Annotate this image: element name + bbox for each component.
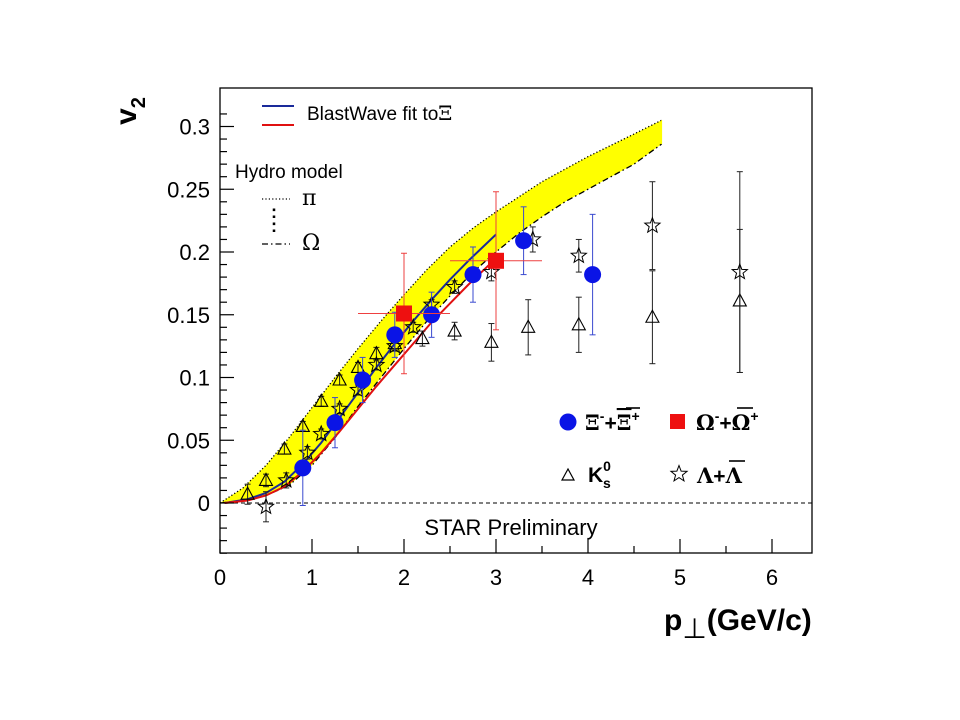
ks-point-2 [276,440,292,455]
legend-hydro-omega-symbol: Ω [302,231,320,256]
lambda-point-10 [445,277,464,295]
legend-omega-label: Ω-+Ω+ [696,408,759,435]
legend-blastwave-label: BlastWave fit toΞ [307,101,452,125]
legend-ks-marker [560,467,576,481]
legend-lambda-marker [669,464,689,483]
ks-point-12 [520,319,536,333]
x-axis-title: p⊥(GeV/c) [664,604,812,644]
plot-frame [219,87,813,554]
lambda-point-13 [569,246,588,264]
xi-point-0 [294,459,312,477]
xi-point-1 [326,414,344,432]
hydro-band-fill [220,120,662,503]
y-tick-label-0.3: 0.3 [179,115,210,140]
ks-point-6 [350,359,366,374]
xi-point-3 [386,326,404,344]
lambda-point-8 [404,317,423,335]
legend-hydro-label: Hydro model [235,162,343,183]
x-tick-label-2: 2 [398,565,410,590]
xi-point-6 [515,232,533,250]
lambda-point-11 [482,262,501,280]
x-tick-label-6: 6 [766,565,778,590]
y-tick-label-0: 0 [198,491,210,516]
ks-point-0 [240,486,256,500]
omega-point-0 [396,305,412,322]
ks-point-4 [313,393,329,407]
ks-point-13 [571,316,587,331]
legend-top: BlastWave fit toΞ Hydro model π : : Ω [235,101,452,256]
x-tick-label-4: 4 [582,565,594,590]
y-tick-label-0.2: 0.2 [179,240,210,265]
x-tick-label-5: 5 [674,565,686,590]
ks-point-14 [644,309,660,323]
ks-point-5 [332,371,348,386]
ks-point-9 [414,330,430,345]
axes-layer: 0 1 2 3 4 5 6 0 0.05 0.1 0.15 0.2 0.25 0.3 [167,87,813,590]
y-tick-label-0.15: 0.15 [167,303,210,328]
ks-point-10 [447,322,463,337]
lambda-point-1 [277,471,296,489]
x-tick-label-3: 3 [490,565,502,590]
y-tick-label-0.25: 0.25 [167,177,210,202]
legend-ks-label: K0 s [588,458,611,491]
lambda-point-2 [298,443,317,461]
omega-point-1 [488,252,504,269]
legend-xi-label: Ξ-+Ξ+ [585,408,640,435]
lambda-point-15 [730,262,749,280]
ks-point-7 [368,345,384,360]
y-tick-label-0.1: 0.1 [179,366,210,391]
y-tick-label-0.05: 0.05 [167,428,210,453]
hydro-band-layer [219,119,663,504]
legend-lambda-label: Λ+Λ [696,463,743,488]
xi-point-7 [584,266,602,284]
data-points-layer [240,171,749,523]
xi-point-5 [464,266,482,284]
legend-hydro-pi-symbol: π [302,186,316,211]
x-tick-label-0: 0 [214,565,226,590]
ks-point-1 [258,472,274,486]
lambda-point-0 [257,497,275,515]
lambda-point-4 [330,399,349,417]
y-axis-title: v2 [110,97,150,125]
lambda-point-3 [312,424,331,442]
lambda-point-6 [367,355,386,373]
ks-point-11 [483,334,499,348]
xi-point-4 [423,306,441,324]
legend-hydro-ellipsis-2: : [271,216,277,236]
xi-point-2 [354,371,372,389]
hydro-omega-line [219,143,662,504]
legend-omega-marker [670,414,685,429]
x-tick-label-1: 1 [306,565,318,590]
lambda-point-14 [643,216,662,234]
star-preliminary-label: STAR Preliminary [424,515,597,540]
legend-xi-marker [559,413,577,431]
legend-hydro-ellipsis: : [271,202,277,222]
legend-bottom: Ξ-+Ξ+ Ω-+Ω+ K0 s Λ+Λ [559,407,759,491]
